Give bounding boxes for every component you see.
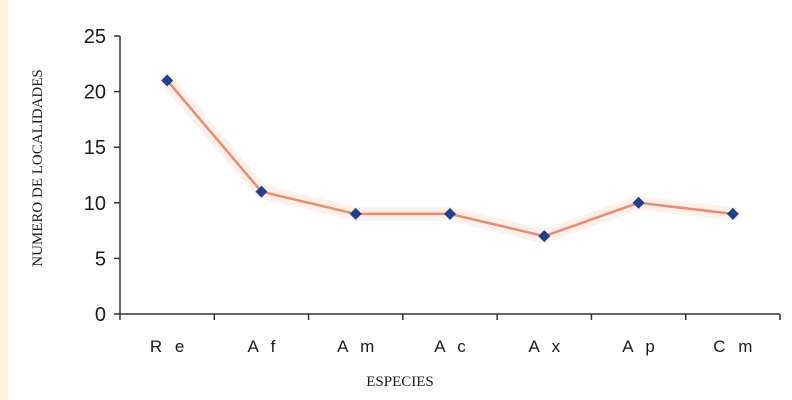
x-tick-label: A x [528,337,564,356]
x-tick-label: A p [622,337,659,356]
y-tick-label: 0 [95,304,106,326]
data-point [255,185,268,198]
y-tick-label: 20 [84,82,106,104]
y-axis-title: NUMERO DE LOCALIDADES [30,69,46,267]
y-tick-label: 15 [84,137,106,159]
data-point [538,230,551,243]
data-point [726,207,739,220]
data-point [161,74,174,87]
y-tick-label: 5 [95,248,106,270]
data-point [632,196,645,209]
x-tick-label: R e [150,337,188,356]
series-layer [160,73,740,244]
x-tick-label: A f [247,337,279,356]
x-tick-label: C m [713,337,756,356]
data-point [349,207,362,220]
y-tick-label: 10 [84,193,106,215]
x-tick-label: A c [434,337,470,356]
axes: 0 5 10 15 20 25 R e A f A m A c A x A p C m [84,26,781,356]
x-axis-title: ESPECIES [366,374,434,390]
chart-background [8,0,792,400]
x-tick-label: A m [337,337,378,356]
y-tick-label: 25 [84,26,106,48]
data-point [444,207,456,220]
